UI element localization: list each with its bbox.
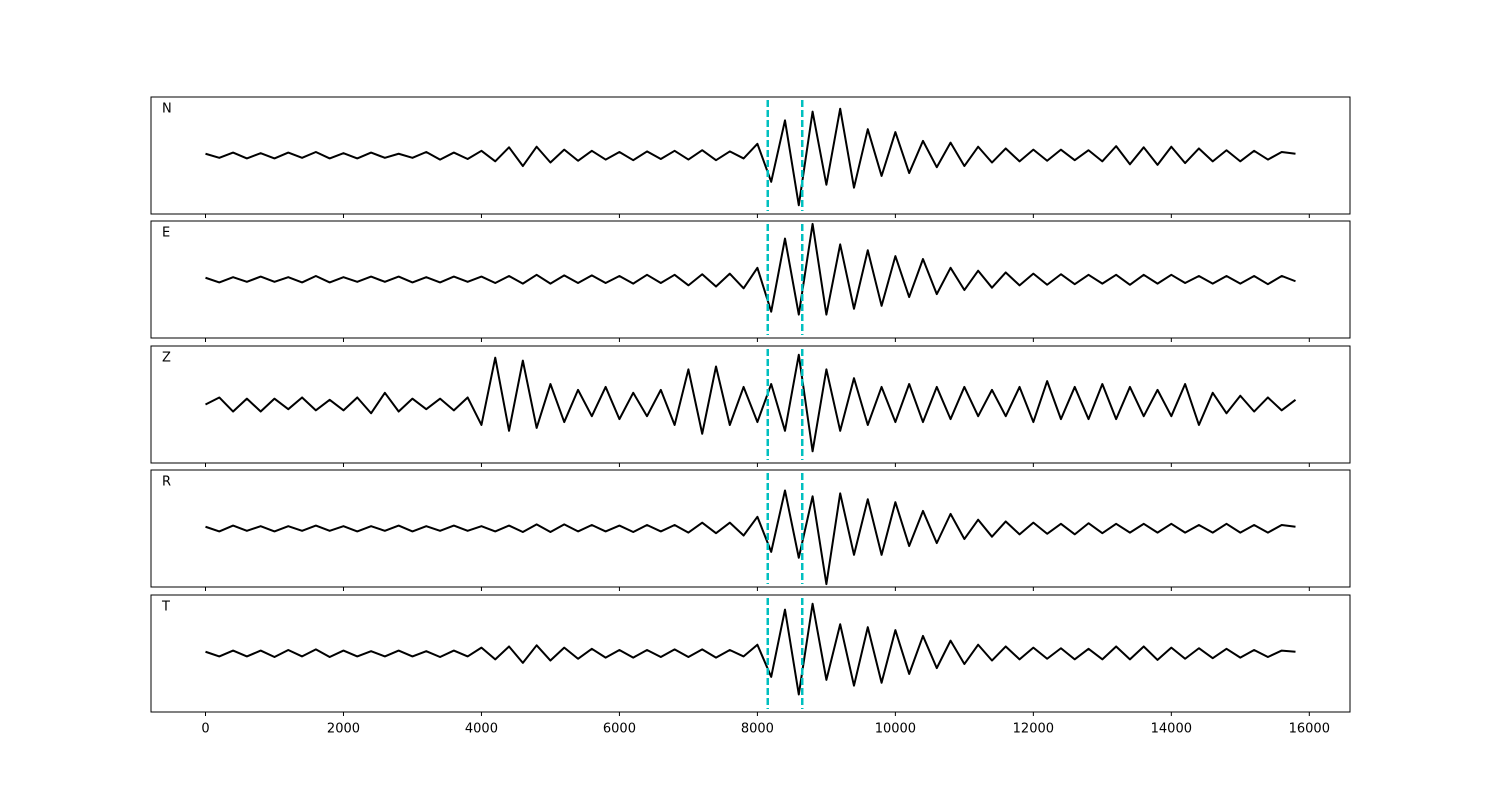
x-tick-label: 12000 [1013,722,1054,737]
trace [205,602,1296,696]
panel-frame [150,220,1351,339]
trace [205,489,1296,586]
x-tick-label: 4000 [465,722,498,737]
panel-frame [150,345,1351,464]
panel-label: Z [162,351,171,366]
x-tick-label: 2000 [327,722,360,737]
x-tick-label: 8000 [741,722,774,737]
trace [205,222,1296,316]
x-tick-label: 0 [201,722,209,737]
panel-frame [150,469,1351,588]
panel-frame [150,594,1351,713]
panel-label: N [162,102,172,117]
panel-frame [150,96,1351,215]
x-tick-label: 14000 [1151,722,1192,737]
x-tick-label: 10000 [875,722,916,737]
panel-label: T [161,600,170,615]
trace [205,107,1296,207]
panel-label: E [162,226,170,241]
trace [205,353,1297,453]
x-tick-label: 16000 [1289,722,1330,737]
panel-label: R [162,475,171,490]
x-tick-label: 6000 [603,722,636,737]
